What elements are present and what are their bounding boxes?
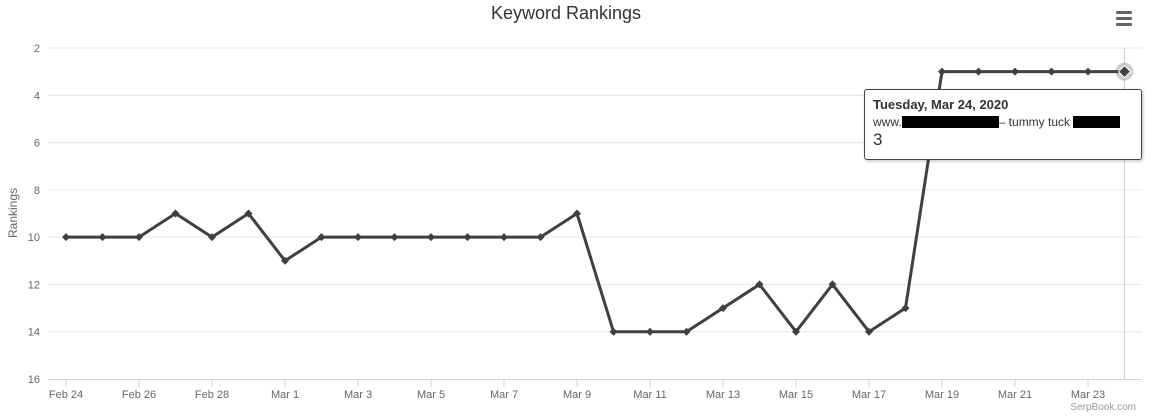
tooltip: Tuesday, Mar 24, 2020 www. – tummy tuck 3 [864, 89, 1142, 160]
x-tick-label: Mar 19 [925, 389, 959, 401]
data-point [865, 327, 873, 336]
data-point [244, 209, 253, 218]
data-point [1011, 67, 1019, 76]
hamburger-menu-icon[interactable] [1112, 8, 1136, 30]
y-tick-label: 16 [28, 374, 40, 386]
tooltip-domain-prefix: www. [873, 115, 902, 129]
x-tick-label: Mar 23 [1071, 389, 1105, 401]
x-tick-label: Mar 21 [998, 389, 1032, 401]
y-tick-label: 12 [28, 279, 40, 291]
y-tick-label: 10 [28, 232, 40, 244]
y-tick-label: 14 [28, 327, 40, 339]
x-tick-label: Mar 17 [852, 389, 886, 401]
redaction-bar [1073, 116, 1121, 128]
data-point [573, 209, 581, 218]
menu-bar [1116, 23, 1132, 26]
data-point [427, 233, 435, 242]
data-point [98, 233, 107, 242]
data-point [609, 327, 618, 336]
x-tick-label: Mar 3 [344, 389, 372, 401]
tooltip-value: 3 [873, 130, 883, 149]
x-tick-label: Mar 15 [779, 389, 813, 401]
data-point [463, 233, 472, 242]
tooltip-keyword: – tummy tuck [998, 115, 1071, 129]
data-point [792, 327, 800, 336]
data-point [646, 327, 654, 336]
data-point [354, 233, 362, 242]
data-point [1117, 64, 1132, 79]
data-point [719, 304, 727, 313]
credits-link[interactable]: SerpBook.com [1070, 402, 1136, 413]
data-point [682, 327, 691, 336]
data-point [938, 67, 946, 76]
data-point [901, 304, 910, 313]
tooltip-date: Tuesday, Mar 24, 2020 [873, 97, 1009, 112]
x-tick-label: Mar 11 [633, 389, 666, 401]
y-tick-label: 4 [34, 90, 40, 102]
data-point [171, 209, 180, 218]
data-point [974, 67, 983, 76]
data-point [500, 233, 508, 242]
y-tick-label: 8 [34, 185, 40, 197]
x-tick-label: Mar 13 [706, 389, 740, 401]
x-tick-label: Mar 5 [417, 389, 445, 401]
series-line [66, 70, 1125, 334]
data-point [317, 233, 326, 242]
data-point [62, 233, 70, 242]
chart-title: Keyword Rankings [490, 3, 642, 23]
menu-bar [1116, 17, 1132, 20]
tooltip-series-label: www. – tummy tuck [873, 115, 1133, 129]
data-point [281, 256, 289, 265]
data-point [208, 233, 216, 242]
data-point [1084, 67, 1092, 76]
x-tick-label: Feb 28 [195, 389, 229, 401]
data-point [390, 233, 399, 242]
data-point [536, 233, 545, 242]
y-tick-label: 6 [34, 138, 40, 150]
data-point [135, 233, 143, 242]
data-point [828, 280, 837, 289]
x-tick-label: Mar 1 [271, 389, 299, 401]
x-tick-label: Mar 7 [490, 389, 518, 401]
redaction-bar [901, 116, 999, 128]
x-tick-label: Feb 24 [49, 389, 83, 401]
data-point [1047, 67, 1056, 76]
data-point [755, 280, 764, 289]
x-tick-label: Mar 9 [563, 389, 591, 401]
x-tick-label: Feb 26 [122, 389, 156, 401]
y-tick-label: 2 [34, 43, 40, 55]
menu-bar [1116, 11, 1132, 14]
